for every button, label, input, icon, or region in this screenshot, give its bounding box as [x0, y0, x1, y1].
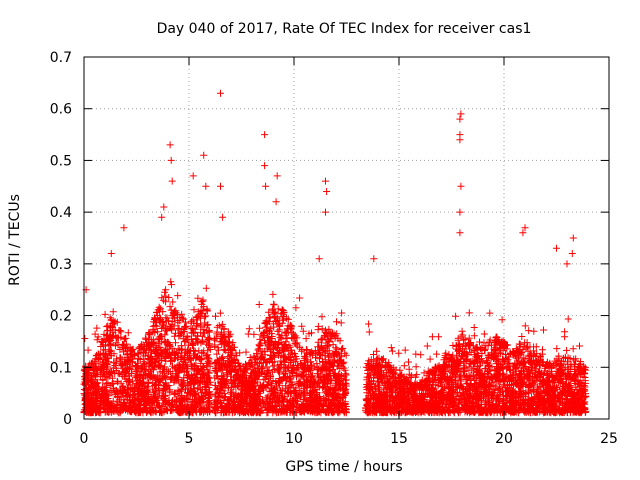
x-axis-label: GPS time / hours — [285, 459, 402, 475]
plot-frame — [83, 56, 610, 420]
axis-ticks — [83, 56, 610, 420]
x-tick-label: 10 — [285, 431, 303, 447]
y-tick-label: 0.6 — [50, 102, 72, 118]
grid-layer — [84, 57, 609, 419]
x-tick-label: 15 — [390, 431, 408, 447]
data-points — [80, 89, 590, 417]
x-tick-label: 25 — [600, 431, 618, 447]
y-tick-label: 0.4 — [50, 205, 72, 221]
chart-title: Day 040 of 2017, Rate Of TEC Index for r… — [157, 21, 532, 37]
x-tick-label: 5 — [185, 431, 194, 447]
y-tick-label: 0.2 — [50, 309, 72, 325]
y-tick-label: 0.3 — [50, 257, 72, 273]
tick-labels: 0 0.1 0.2 0.3 0.4 0.5 0.6 0.7 0 5 10 15 20 25 — [50, 50, 618, 447]
y-tick-label: 0.7 — [50, 50, 72, 66]
x-tick-label: 20 — [495, 431, 513, 447]
y-axis-label: ROTI / TECUs — [7, 194, 23, 286]
y-tick-label: 0.1 — [50, 360, 72, 376]
y-tick-label: 0.5 — [50, 153, 72, 169]
roti-point-markers — [80, 89, 590, 417]
y-tick-label: 0 — [63, 412, 72, 428]
x-tick-label: 0 — [80, 431, 89, 447]
